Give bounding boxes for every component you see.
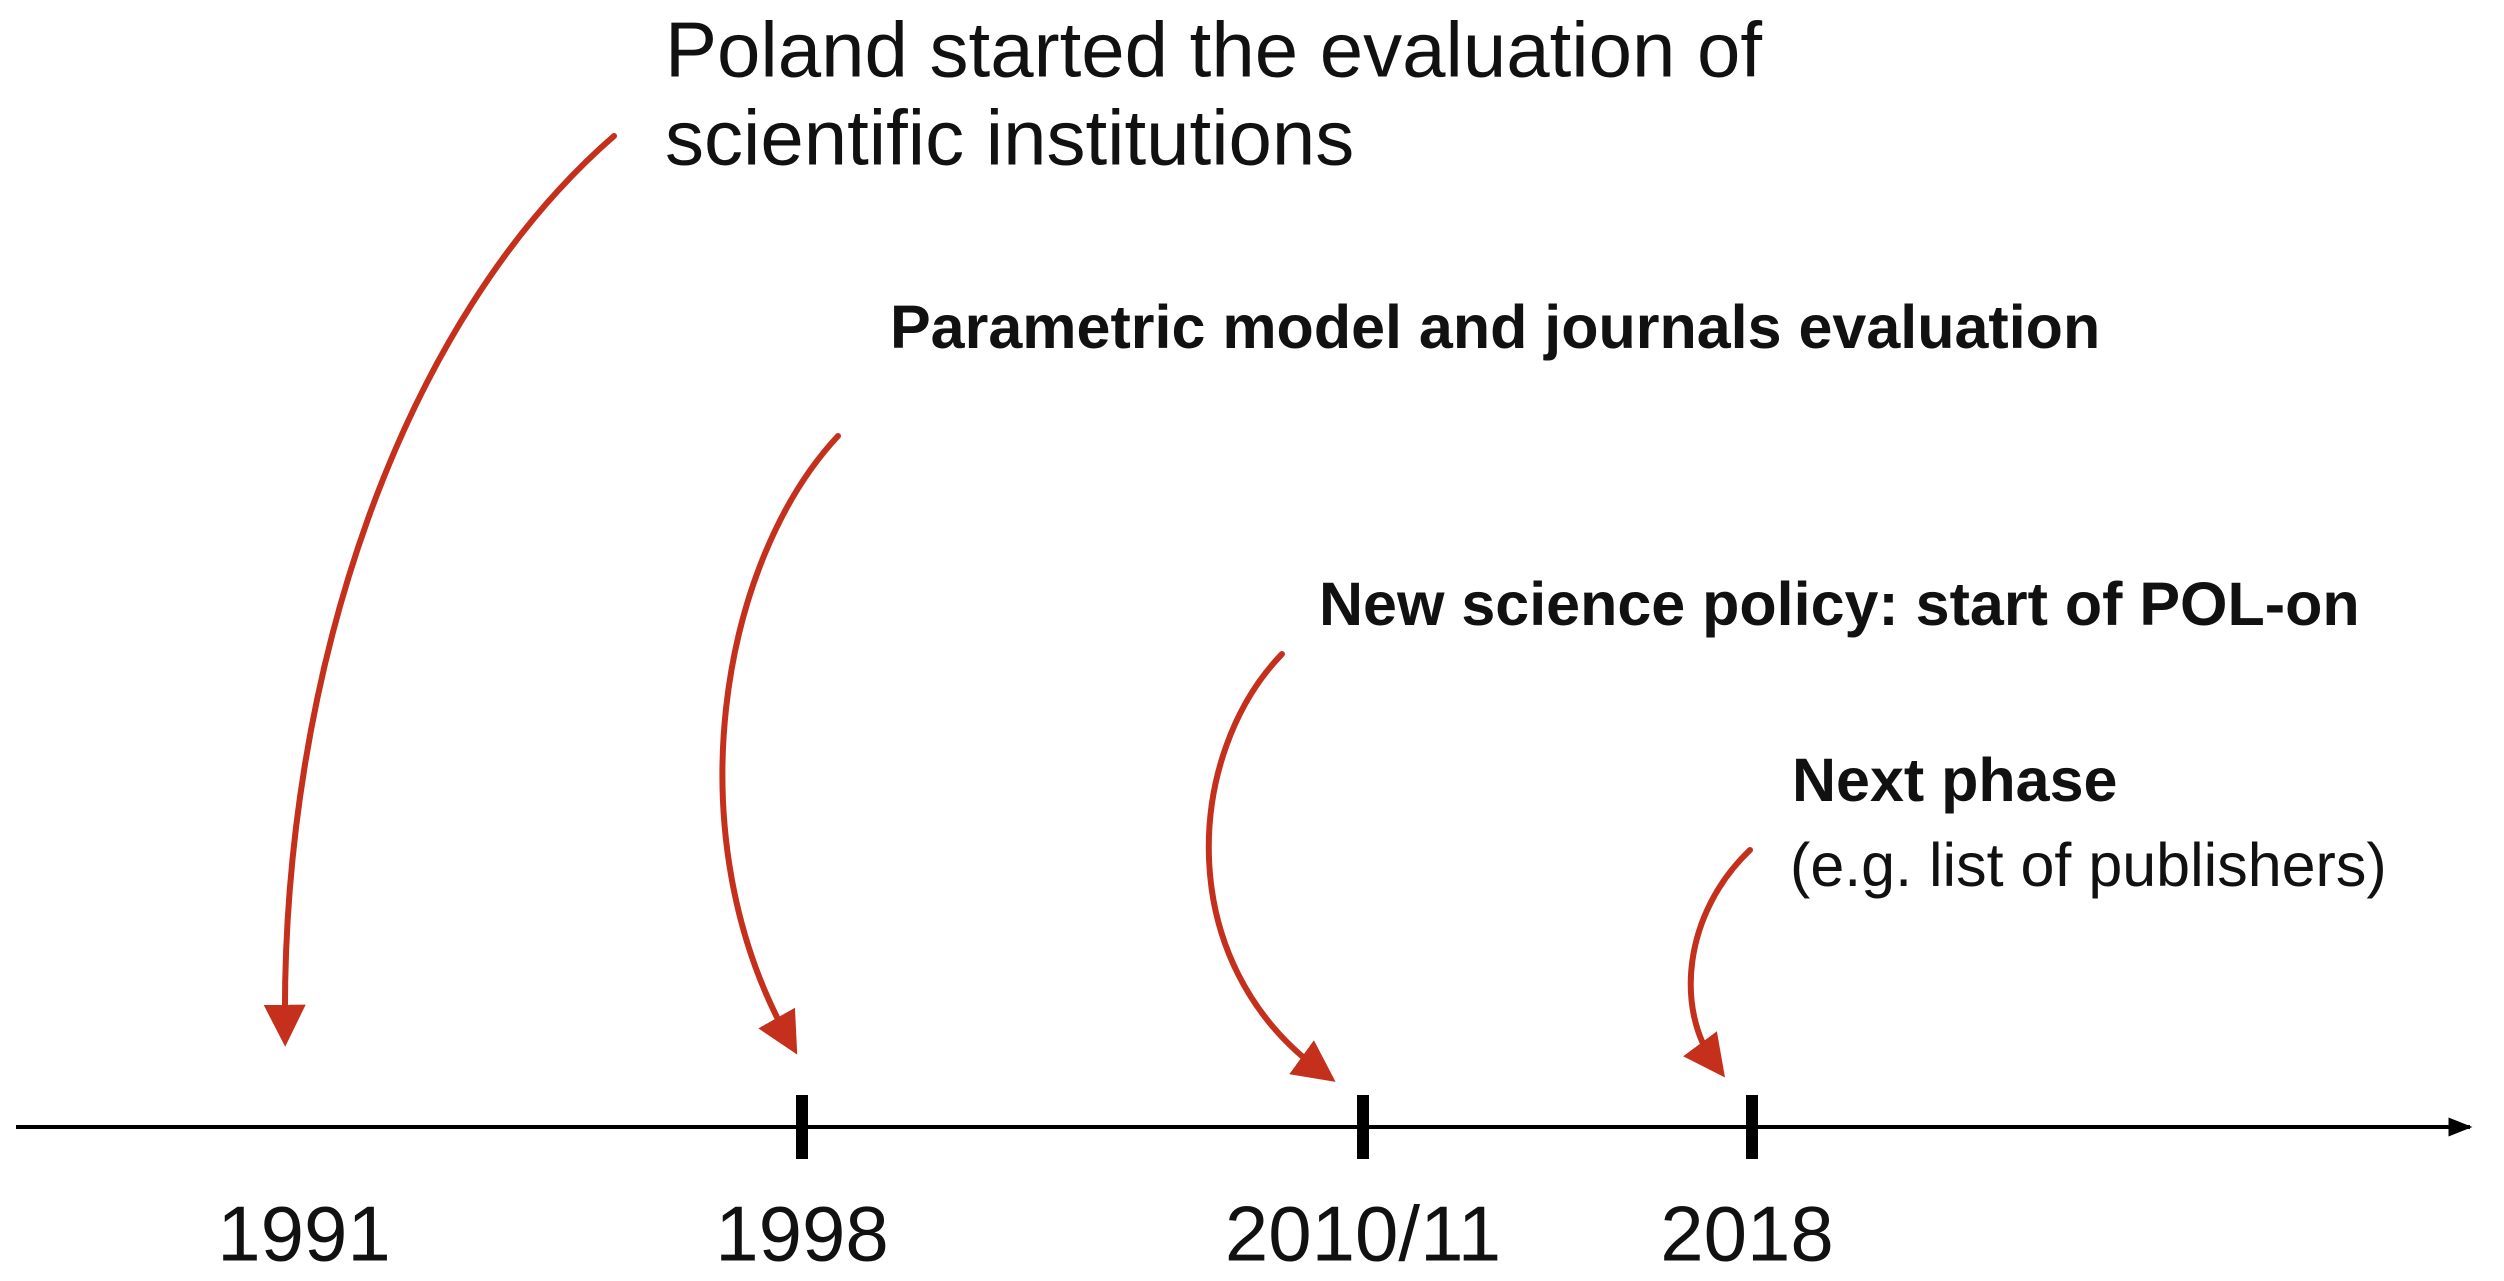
- arrow: [719, 433, 841, 1055]
- event-label: Parametric model and journals evaluation: [890, 293, 2100, 361]
- arrow: [263, 133, 617, 1047]
- event-label: New science policy: start of POL-on: [1319, 570, 2360, 638]
- event-label: scientific institutions: [665, 94, 1354, 182]
- event-label: Poland started the evaluation of: [665, 6, 1762, 94]
- arrow: [1205, 651, 1336, 1082]
- event-label: Next phase: [1792, 746, 2117, 814]
- year-label: 2010/11: [1225, 1190, 1501, 1278]
- year-label: 2018: [1660, 1190, 1834, 1278]
- year-label: 1998: [715, 1190, 889, 1278]
- arrow: [1683, 847, 1753, 1078]
- year-label: 1991: [217, 1190, 391, 1278]
- event-note: (e.g. list of publishers): [1790, 831, 2387, 899]
